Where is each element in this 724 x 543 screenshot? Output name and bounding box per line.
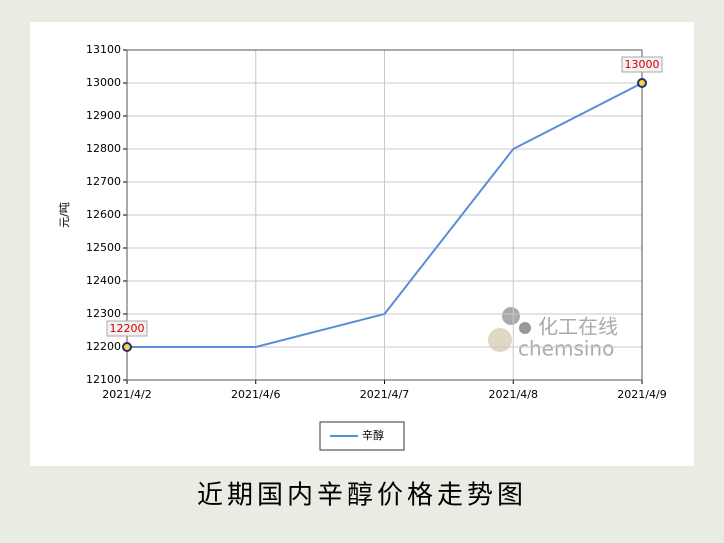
y-tick-label: 12500 bbox=[86, 241, 121, 254]
line bbox=[127, 82, 643, 348]
watermark-text: 化工在线 bbox=[538, 315, 618, 339]
y-tick-label: 13100 bbox=[86, 43, 121, 56]
x-tick-label: 2021/4/8 bbox=[489, 388, 538, 401]
y-axis-label: 元/吨 bbox=[58, 202, 71, 228]
watermark: 化工在线 chemsino bbox=[488, 307, 618, 361]
y-tick-label: 12600 bbox=[86, 208, 121, 221]
x-tick-label: 2021/4/2 bbox=[102, 388, 151, 401]
x-tick-label: 2021/4/7 bbox=[360, 388, 409, 401]
label-box bbox=[621, 56, 663, 73]
logo bbox=[502, 307, 520, 325]
data-label: 13000 bbox=[625, 58, 660, 71]
y-tick-label: 12700 bbox=[86, 175, 121, 188]
legend-label: 辛醇 bbox=[362, 428, 384, 442]
panel bbox=[30, 22, 694, 466]
y-tick-label: 12400 bbox=[86, 274, 121, 287]
plot-border bbox=[126, 49, 643, 381]
x-tick-label: 2021/4/6 bbox=[231, 388, 280, 401]
point-marker bbox=[122, 342, 132, 352]
y-tick-label: 13000 bbox=[86, 76, 121, 89]
x-tick-label: 2021/4/9 bbox=[617, 388, 666, 401]
y-tick-label: 12200 bbox=[86, 340, 121, 353]
logo bbox=[488, 328, 512, 352]
y-tick-label: 12800 bbox=[86, 142, 121, 155]
y-tick-label: 12100 bbox=[86, 373, 121, 386]
y-tick-label: 12900 bbox=[86, 109, 121, 122]
data-label: 12200 bbox=[110, 322, 145, 335]
label-box bbox=[106, 320, 148, 337]
logo bbox=[519, 322, 531, 334]
watermark-text: chemsino bbox=[518, 337, 614, 361]
point-marker bbox=[637, 78, 647, 88]
y-tick-label: 12300 bbox=[86, 307, 121, 320]
caption: 近期国内辛醇价格走势图 bbox=[197, 481, 527, 511]
